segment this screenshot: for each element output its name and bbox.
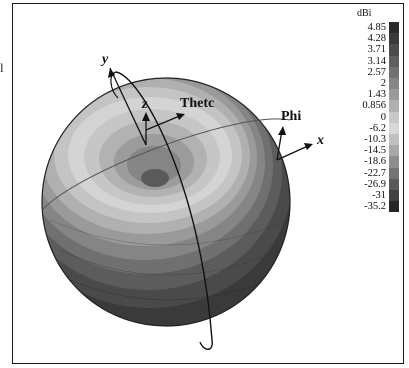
legend-swatch xyxy=(389,134,399,146)
legend-label: -31 xyxy=(372,190,386,201)
sphere-outline xyxy=(41,77,291,327)
legend-label: -6.2 xyxy=(369,122,386,134)
legend-swatch xyxy=(389,78,399,90)
stray-text: l xyxy=(0,60,4,75)
legend-swatch xyxy=(389,201,399,213)
legend-swatch xyxy=(389,122,399,134)
x-axis-arrow xyxy=(304,143,313,150)
pattern-bands xyxy=(42,78,290,308)
legend-swatch xyxy=(389,89,399,101)
y-axis-label: y xyxy=(102,52,109,67)
x-axis-label: x xyxy=(317,133,324,148)
theta-arrow-line xyxy=(145,114,183,131)
legend-swatch xyxy=(389,22,399,34)
legend-label: 1.43 xyxy=(367,89,386,101)
facet-line xyxy=(69,279,271,301)
legend-label: 0 xyxy=(380,111,386,123)
z-axis-label: z xyxy=(142,97,148,112)
legend-label: 2 xyxy=(380,78,386,89)
phi-arrow-head xyxy=(278,126,286,135)
legend-label: 0.856 xyxy=(362,100,386,112)
legend-label: 3.14 xyxy=(367,55,386,67)
legend-label: 4.28 xyxy=(367,33,386,45)
legend-swatch xyxy=(389,145,399,157)
legend-swatch xyxy=(389,66,399,78)
legend-label: -26.9 xyxy=(364,178,386,190)
phi-label: Phi xyxy=(281,109,302,124)
equator-circle xyxy=(41,118,291,211)
legend-swatch xyxy=(389,44,399,56)
legend-swatch xyxy=(389,156,399,168)
legend-swatch xyxy=(389,190,399,202)
meridian-back xyxy=(110,71,119,99)
legend-unit: dBi xyxy=(357,8,372,19)
theta-label: Thetc xyxy=(180,96,215,111)
theta-arrow-head xyxy=(176,113,185,120)
legend-label: 2.57 xyxy=(367,66,386,78)
meridian-circle xyxy=(115,71,213,350)
legend-swatch xyxy=(389,100,399,112)
legend-label: 3.71 xyxy=(367,44,386,56)
z-axis-arrow xyxy=(142,112,150,121)
legend-swatch xyxy=(389,55,399,67)
legend-label: -35.2 xyxy=(364,201,386,213)
legend-swatch xyxy=(389,111,399,123)
legend-label: -10.3 xyxy=(364,134,386,145)
legend-swatch xyxy=(389,33,399,45)
x-axis-line xyxy=(276,144,311,161)
legend-label: -22.7 xyxy=(364,167,386,179)
legend-label: -18.6 xyxy=(364,156,386,168)
y-axis-line xyxy=(109,67,147,146)
y-axis-arrow xyxy=(108,68,115,78)
legend-swatch xyxy=(389,178,399,190)
legend-label: 4.85 xyxy=(367,22,386,33)
facet-line xyxy=(49,219,290,246)
facet-line xyxy=(59,249,281,276)
legend-swatch xyxy=(389,167,399,179)
legend-label: -14.5 xyxy=(364,145,386,157)
band-13 xyxy=(141,169,169,187)
